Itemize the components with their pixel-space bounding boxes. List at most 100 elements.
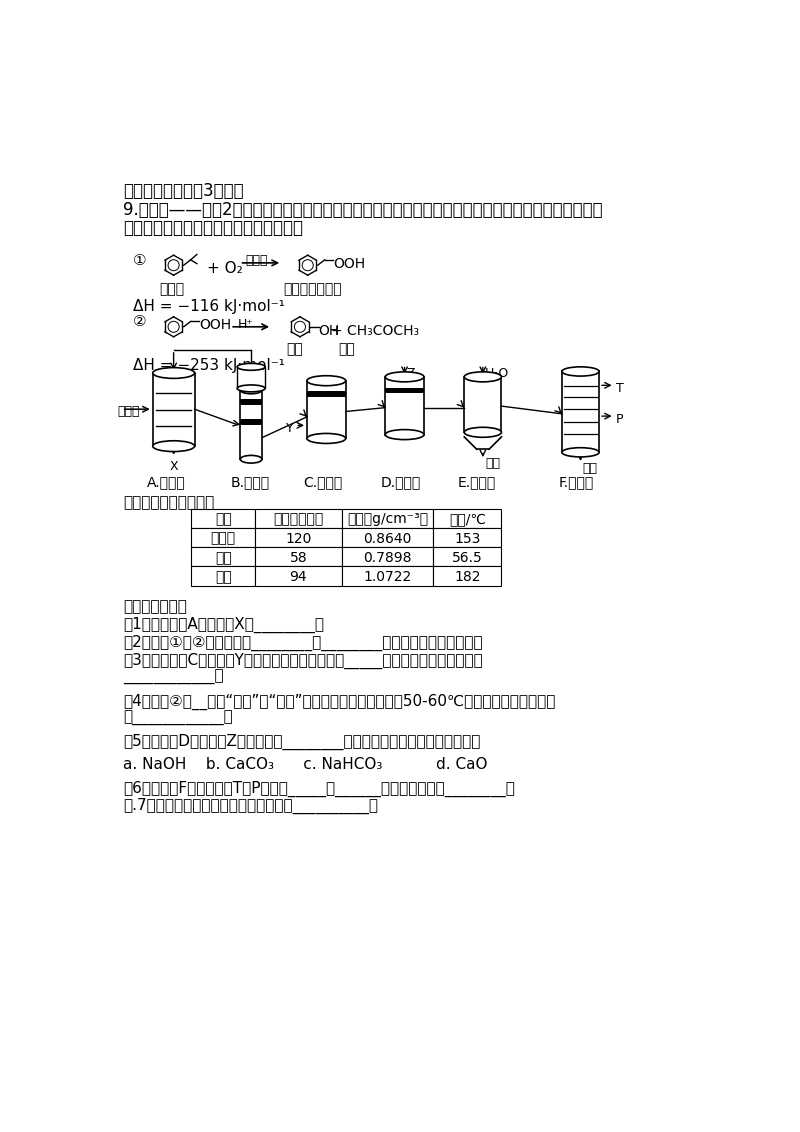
Text: 0.7898: 0.7898 (363, 551, 412, 565)
Bar (342, 508, 434, 528)
Text: （5）中和釜D中加入的Z最适宜的是________（填编号。已知苯酚是一种弱酸）: （5）中和釜D中加入的Z最适宜的是________（填编号。已知苯酚是一种弱酸） (123, 735, 481, 751)
Text: OOH: OOH (199, 318, 231, 333)
Ellipse shape (240, 386, 262, 394)
Text: 120: 120 (286, 532, 311, 546)
Bar (240, 389, 262, 460)
Text: 苯酚: 苯酚 (286, 342, 302, 357)
Text: 、填空（本大题关3小题）: 、填空（本大题关3小题） (123, 182, 244, 200)
Text: 相关化合物的物理常数: 相关化合物的物理常数 (123, 495, 214, 509)
Text: E.水洗塔: E.水洗塔 (458, 475, 496, 489)
Text: Y: Y (286, 422, 294, 436)
Bar (434, 508, 502, 528)
Text: T: T (616, 383, 624, 395)
Bar (342, 528, 434, 547)
Text: 和丙酮，其反应和工艺流程示意图如下：: 和丙酮，其反应和工艺流程示意图如下： (123, 218, 303, 237)
Text: 异丙苯过氧化氢: 异丙苯过氧化氢 (284, 282, 342, 297)
Text: 9.《化学——选修2：化学与技术》苯酚和丙酮都是重要的化工原料，工业上可用异丙苯氧化法生产苯酚: 9.《化学——选修2：化学与技术》苯酚和丙酮都是重要的化工原料，工业上可用异丙苯… (123, 201, 603, 220)
Ellipse shape (464, 427, 502, 437)
Bar (386, 377, 424, 435)
Text: ②: ② (134, 315, 147, 329)
Text: 丙酮: 丙酮 (215, 551, 232, 565)
Text: （2）反应①和②分别在装置________和________中进行（填装置符号）。: （2）反应①和②分别在装置________和________中进行（填装置符号）… (123, 635, 483, 651)
Text: 1.0722: 1.0722 (363, 571, 412, 584)
Text: OOH: OOH (334, 257, 366, 271)
Text: 物质: 物质 (215, 513, 232, 526)
Text: H⁺: H⁺ (238, 318, 254, 332)
Text: 密度（g/cm⁻³）: 密度（g/cm⁻³） (347, 513, 428, 526)
Text: OH: OH (318, 324, 340, 337)
Text: B.蜗发器: B.蜗发器 (230, 475, 270, 489)
Bar (237, 367, 265, 388)
Text: 94: 94 (290, 571, 307, 584)
Text: 永点/℃: 永点/℃ (449, 513, 486, 526)
Text: ____________。: ____________。 (123, 670, 224, 685)
Text: 异丙苯: 异丙苯 (117, 405, 139, 419)
Bar (562, 371, 599, 453)
Text: 182: 182 (454, 571, 481, 584)
Text: + CH₃COCH₃: + CH₃COCH₃ (331, 324, 419, 337)
Bar (434, 547, 502, 566)
Ellipse shape (464, 371, 502, 381)
Text: ①: ① (134, 252, 147, 268)
Bar (255, 547, 342, 566)
Ellipse shape (386, 430, 424, 439)
Text: 相对分子质量: 相对分子质量 (274, 513, 323, 526)
Text: + O₂: + O₂ (207, 261, 242, 276)
Ellipse shape (153, 440, 194, 452)
Text: 苯酚: 苯酚 (215, 571, 232, 584)
Ellipse shape (562, 367, 599, 376)
Text: 是____________。: 是____________。 (123, 711, 233, 726)
Bar (191, 566, 255, 585)
Text: （6）蜗馏塔F中的馏出物T和P分别为_____和______，判断的依据是________。: （6）蜗馏塔F中的馏出物T和P分别为_____和______，判断的依据是___… (123, 780, 515, 797)
Text: 56.5: 56.5 (452, 551, 482, 565)
Ellipse shape (307, 434, 346, 444)
Ellipse shape (237, 385, 265, 392)
Text: C.分解釜: C.分解釜 (303, 475, 342, 489)
Ellipse shape (386, 371, 424, 381)
Text: 废水: 废水 (485, 457, 500, 470)
Ellipse shape (237, 363, 265, 370)
Text: X: X (170, 460, 178, 473)
Bar (434, 528, 502, 547)
Text: （.7）用该方法合成苯酚和丙酮的优点是__________。: （.7）用该方法合成苯酚和丙酮的优点是__________。 (123, 798, 378, 814)
Text: P: P (616, 413, 624, 426)
Text: （1）在反应器A中通入的X是________。: （1）在反应器A中通入的X是________。 (123, 617, 324, 633)
Text: F.蜗馏塔: F.蜗馏塔 (558, 475, 594, 489)
Ellipse shape (153, 368, 194, 378)
Bar (434, 566, 502, 585)
Bar (255, 566, 342, 585)
Ellipse shape (562, 447, 599, 457)
Bar (191, 528, 255, 547)
Bar (153, 374, 194, 446)
Text: A.反应器: A.反应器 (146, 475, 186, 489)
Bar (240, 419, 262, 424)
Bar (307, 380, 346, 438)
Text: 异丙苯: 异丙苯 (159, 282, 184, 297)
Bar (307, 392, 346, 397)
Ellipse shape (307, 376, 346, 386)
Text: 异丙苯: 异丙苯 (210, 532, 236, 546)
Text: 153: 153 (454, 532, 481, 546)
Ellipse shape (240, 455, 262, 463)
Text: 58: 58 (290, 551, 307, 565)
Text: 丙酮: 丙酮 (338, 342, 355, 357)
Bar (191, 547, 255, 566)
Text: 催化剂: 催化剂 (246, 254, 268, 267)
Text: H₂O: H₂O (485, 367, 510, 380)
Bar (464, 377, 502, 432)
Text: D.中和釜: D.中和釜 (381, 475, 421, 489)
Text: 0.8640: 0.8640 (363, 532, 412, 546)
Bar (191, 508, 255, 528)
Bar (342, 566, 434, 585)
Text: （3）在分解釜C中加入的Y为少置浓硫酸，其作用是_____，优点是用量少，缺点是: （3）在分解釜C中加入的Y为少置浓硫酸，其作用是_____，优点是用量少，缺点是 (123, 652, 483, 669)
Text: ΔH = −116 kJ·mol⁻¹: ΔH = −116 kJ·mol⁻¹ (134, 299, 285, 314)
Text: 残液: 残液 (583, 462, 598, 475)
Text: （4）反应②为__（填“放热”或“吸热”）反应。反应温度控制在50-60℃，温度过高的安全隐患: （4）反应②为__（填“放热”或“吸热”）反应。反应温度控制在50-60℃，温度… (123, 693, 556, 710)
Bar (255, 508, 342, 528)
Text: ΔH = −253 kJ·mol⁻¹: ΔH = −253 kJ·mol⁻¹ (134, 358, 285, 372)
Text: Z: Z (407, 367, 415, 380)
Bar (386, 387, 424, 393)
Text: a. NaOH    b. CaCO₃      c. NaHCO₃           d. CaO: a. NaOH b. CaCO₃ c. NaHCO₃ d. CaO (123, 757, 488, 772)
Text: 回答下列问题：: 回答下列问题： (123, 599, 187, 615)
Bar (255, 528, 342, 547)
